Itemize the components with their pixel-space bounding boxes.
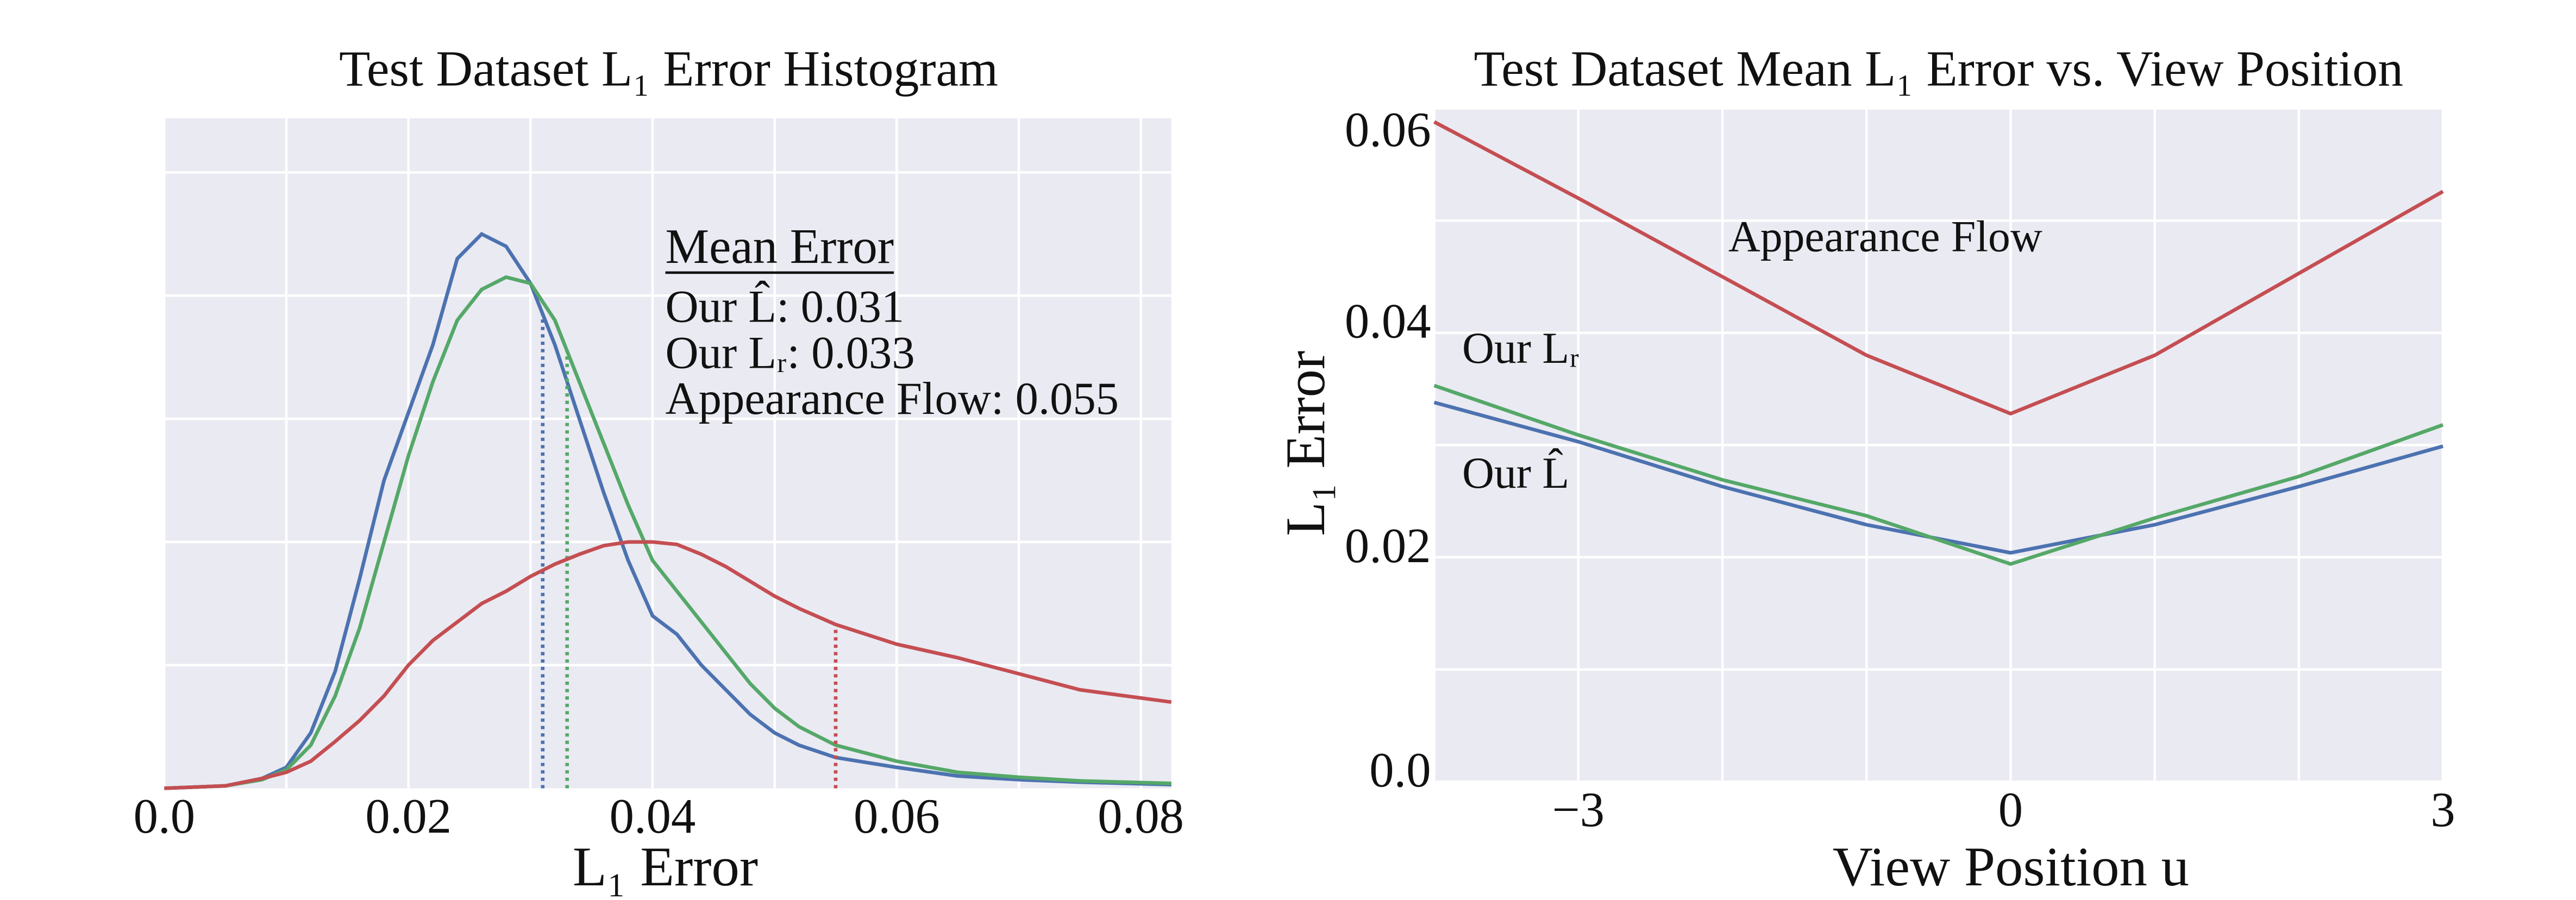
series-line [1433, 120, 2444, 416]
x-tick-label: 0.06 [854, 789, 940, 844]
x-tick-label: 0.08 [1098, 789, 1184, 844]
series-annotation: Our L̂ [1462, 448, 1569, 498]
x-axis-label: View Position u [1833, 836, 2189, 898]
x-tick-label: 3 [2430, 782, 2455, 837]
series-annotation: Appearance Flow [1728, 212, 2042, 261]
series-line [1433, 383, 2444, 566]
legend-entry: Appearance Flow: 0.055 [666, 374, 1119, 424]
y-tick-label: 0.04 [1345, 294, 1431, 349]
x-axis-label: L₁ Error [573, 836, 758, 898]
legend-entry: Our L̂: 0.031 [666, 281, 905, 332]
y-tick-label: 0.06 [1345, 102, 1431, 157]
series-annotation: Our Lᵣ [1462, 323, 1580, 373]
y-tick-label: 0.0 [1369, 742, 1431, 797]
y-tick-label: 0.02 [1345, 518, 1431, 573]
x-tick-label: 0.0 [134, 789, 195, 844]
y-axis-label: L₁ Error [1275, 351, 1337, 536]
x-tick-label: 0.02 [365, 789, 452, 844]
legend-entry: Our Lᵣ: 0.033 [666, 328, 915, 378]
x-tick-label: 0 [1998, 782, 2023, 837]
chart-title: Test Dataset Mean L₁ Error vs. View Posi… [1474, 40, 2404, 97]
legend-title: Mean Error [666, 219, 894, 274]
x-tick-label: −3 [1552, 782, 1605, 837]
series-line [164, 275, 1171, 790]
x-tick-label: 0.04 [610, 789, 696, 844]
chart-title: Test Dataset L₁ Error Histogram [339, 40, 998, 97]
